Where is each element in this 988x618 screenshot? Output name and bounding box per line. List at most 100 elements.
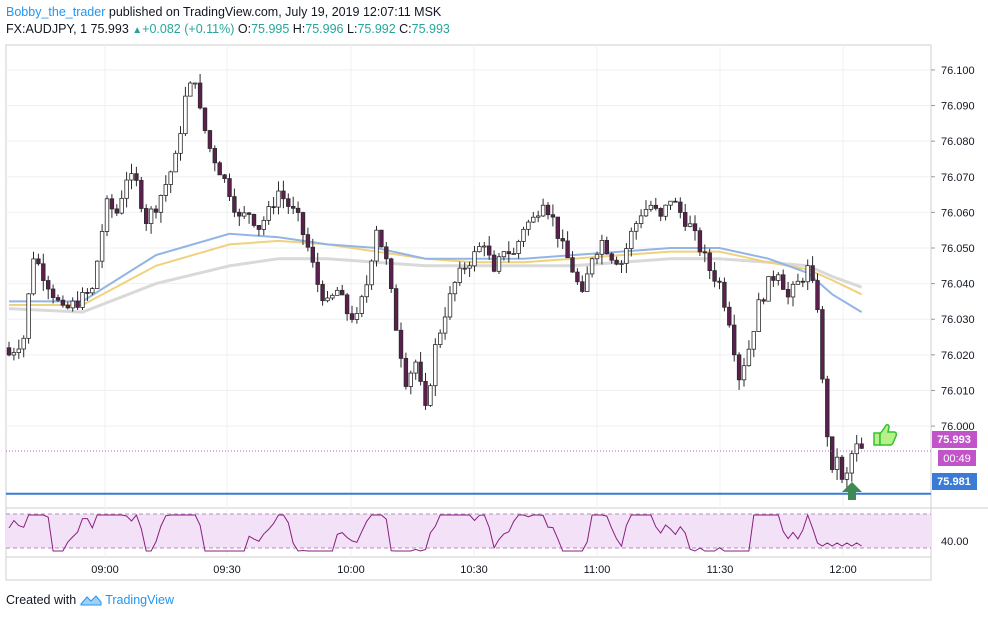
candle — [271, 197, 276, 215]
candles — [6, 74, 864, 489]
candle — [702, 244, 707, 263]
x-tick-label: 09:30 — [213, 564, 241, 576]
candle — [741, 357, 747, 387]
low-value: 75.992 — [357, 22, 396, 36]
candle — [143, 204, 149, 231]
candle — [830, 436, 835, 473]
price-axis-ticks: 76.100 76.090 76.080 76.070 76.060 76.050 76.0… — [931, 65, 975, 433]
open-value: 75.995 — [251, 22, 290, 36]
candle — [286, 193, 291, 214]
countdown-badge: 00:49 — [938, 450, 976, 466]
low-label: L: — [347, 22, 358, 36]
candle — [437, 329, 443, 348]
candle — [550, 204, 556, 227]
candle — [398, 322, 404, 368]
candle — [90, 287, 95, 296]
candle — [844, 467, 850, 489]
candle — [712, 262, 717, 288]
candle — [736, 352, 742, 390]
tradingview-link[interactable]: TradingView — [80, 593, 174, 607]
candle — [124, 171, 129, 208]
rsi-axis-label: 40.00 — [941, 536, 969, 548]
candle — [26, 293, 31, 344]
candle — [246, 212, 252, 224]
y-tick-label: 76.040 — [941, 279, 975, 291]
candle — [202, 107, 208, 134]
candle — [418, 351, 423, 386]
candle — [369, 259, 374, 290]
candle — [521, 226, 526, 247]
candle — [486, 236, 492, 260]
candle — [722, 277, 727, 312]
candle — [330, 293, 335, 301]
y-tick-label: 76.100 — [941, 65, 975, 77]
candle — [158, 194, 164, 223]
candle — [188, 81, 193, 97]
candle — [692, 215, 698, 241]
x-tick-label: 10:00 — [337, 564, 365, 576]
candle — [384, 241, 389, 265]
candle — [31, 251, 36, 296]
candle — [501, 251, 507, 261]
candle — [173, 150, 178, 173]
high-value: 75.996 — [305, 22, 344, 36]
candle — [75, 291, 80, 310]
created-with-text: Created with — [6, 593, 77, 607]
close-value: 75.993 — [411, 22, 450, 36]
candle — [11, 347, 17, 361]
candle — [266, 200, 271, 225]
candle — [795, 273, 801, 285]
svg-text:00:49: 00:49 — [943, 453, 971, 465]
candle — [624, 243, 629, 274]
candle — [428, 383, 433, 407]
candle — [393, 284, 399, 331]
candle — [673, 197, 678, 203]
candle — [60, 295, 66, 308]
candle — [756, 292, 761, 332]
candle — [197, 74, 203, 110]
candle — [526, 219, 531, 236]
y-tick-label: 76.010 — [941, 385, 975, 397]
candle — [585, 266, 590, 292]
candle — [104, 195, 110, 237]
candle — [251, 213, 257, 228]
y-tick-label: 76.000 — [941, 421, 975, 433]
last-price: 75.993 — [90, 22, 129, 36]
candle — [217, 161, 222, 176]
candle — [717, 277, 722, 290]
candle — [604, 236, 609, 255]
candle — [339, 284, 345, 296]
y-tick-label: 76.050 — [941, 243, 975, 255]
candle — [134, 166, 139, 187]
candle — [290, 196, 296, 215]
y-tick-label: 76.020 — [941, 350, 975, 362]
candle — [854, 434, 859, 462]
candle — [70, 297, 75, 312]
candle — [648, 200, 654, 212]
candle — [560, 229, 565, 249]
candle — [310, 238, 315, 268]
candle — [207, 129, 213, 153]
candle — [65, 301, 70, 310]
candle — [227, 173, 232, 202]
x-tick-label: 09:00 — [91, 564, 119, 576]
tradingview-brand: TradingView — [105, 593, 174, 607]
candle — [320, 280, 325, 306]
symbol-label: FX:AUDJPY, 1 — [6, 22, 88, 36]
candle — [423, 372, 428, 410]
change-value: +0.082 (+0.11%) — [142, 22, 235, 36]
candle — [349, 305, 355, 323]
candle — [256, 225, 262, 236]
candle — [506, 241, 511, 263]
candle — [241, 206, 247, 219]
candle — [805, 259, 810, 291]
candle — [599, 234, 605, 265]
open-label: O: — [237, 22, 252, 36]
published-text: published on TradingView.com, July 19, 2… — [108, 5, 442, 19]
candle — [388, 257, 394, 293]
author-link[interactable]: Bobby_the_trader — [6, 5, 106, 19]
candle — [761, 297, 766, 305]
candle — [766, 276, 771, 302]
rsi-line — [8, 513, 862, 552]
